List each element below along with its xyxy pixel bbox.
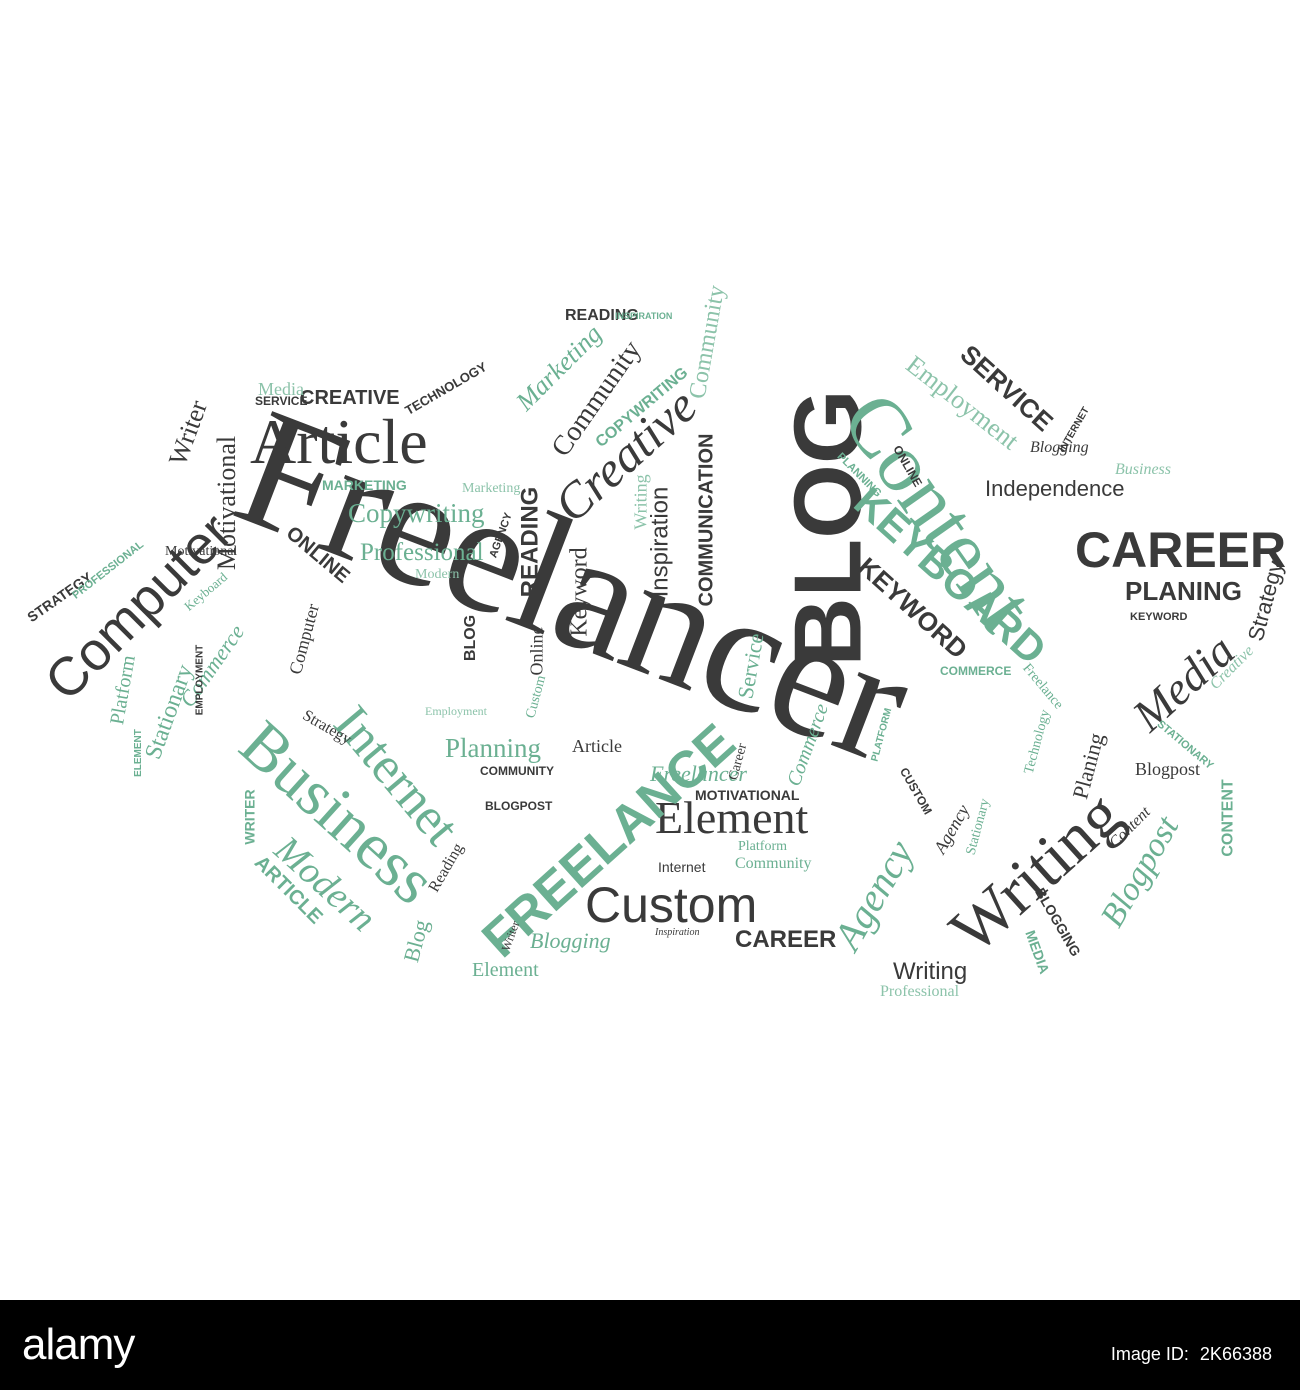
word-service-caps: SERVICE [255,394,308,408]
word-article-small: Article [572,736,622,756]
word-employment-small: Employment [425,704,487,718]
image-id-value: 2K66388 [1199,1344,1272,1364]
word-community-small: Community [735,855,812,872]
word-online-serif: Online [526,626,547,676]
word-reading: READING [516,486,544,598]
word-inspiration-small: Inspiration [655,927,700,938]
word-professional: Professional [360,539,484,566]
word-professional-small: Professional [880,983,960,1000]
word-community-serif: Community [684,283,731,401]
word-internet-small: Internet [658,859,706,875]
word-technology-serif: Technology [1021,708,1054,776]
word-stationary-small: Stationary [963,797,993,857]
word-inspiration: Inspiration [646,486,674,598]
alamy-logo: alamy [22,1320,135,1369]
word-blog-small: Blog [398,916,434,965]
word-inspiration-caps: INSPIRATION [615,311,673,321]
word-custom: Custom [585,877,758,933]
word-marketing-small: Marketing [462,481,521,496]
word-agency: Agency [824,832,923,957]
word-custom-caps: CUSTOM [896,765,935,817]
word-writer-caps: WRITER [241,789,258,845]
word-blogpost-small: Blogpost [1135,759,1201,779]
word-motivational-small: Motivational [165,544,238,559]
word-business-serif: Business [1115,461,1171,478]
word-creative-caps: CREATIVE [300,387,400,409]
word-media-small: Media [258,379,304,399]
image-id-label: Image ID: [1110,1344,1189,1364]
word-custom-small: Custom [523,673,550,720]
word-media-caps: MEDIA [1022,928,1053,976]
word-planing: PLANING [1125,576,1242,606]
word-writing-tiny: Writing [630,474,651,530]
word-keyword-serif: Keyword [566,547,593,637]
word-computer-small: Computer [285,601,323,677]
word-freelancer-small: Freelancer [650,761,747,786]
word-element-caps: ELEMENT [132,729,144,777]
image-id: Image ID: 2K66388 [1111,1344,1272,1365]
word-blogpost-caps: BLOGPOST [485,799,553,813]
word-writing-small: Writing [893,958,968,985]
word-platform-small: Platform [738,839,787,854]
word-element-small: Element [472,959,539,981]
word-keyword-caps: KEYWORD [1130,611,1188,623]
word-strategy-caps: STRATEGY [24,568,95,626]
word-technology: TECHNOLOGY [402,359,490,418]
word-article: Article [250,406,428,477]
word-career-small: CAREER [735,926,837,953]
word-modern-small: Modern [415,567,460,582]
word-marketing-caps: MARKETING [322,477,407,493]
stock-footer-bar: alamy Image ID: 2K66388 [0,1300,1300,1390]
word-motivational-caps: MOTIVATIONAL [695,787,800,803]
word-planning: Planning [445,733,542,763]
word-commerce-caps: COMMERCE [940,664,1012,678]
word-blogging: Blogging [530,928,611,953]
word-planing-serif: Planing [1067,730,1109,802]
word-writer: Writer [162,396,213,470]
word-copywriting: Copywriting [348,498,485,528]
word-freelance-serif: Freelance [1019,661,1066,713]
word-employment-caps: EMPLOYMENT [194,644,206,716]
word-content-caps: CONTENT [1219,779,1237,857]
word-blog-caps: BLOG [462,614,480,662]
word-independence: Independence [985,476,1125,501]
word-communication: COMMUNICATION [695,433,718,607]
word-community-caps: COMMUNITY [480,764,554,778]
word-reading-top: READING [565,307,639,324]
word-element: Element [655,792,809,843]
word-cloud: Freelancer BLOG Content CAREER Article C… [24,283,1288,1000]
word-career: CAREER [1075,522,1287,578]
word-blogging-serif: Blogging [1030,439,1089,456]
